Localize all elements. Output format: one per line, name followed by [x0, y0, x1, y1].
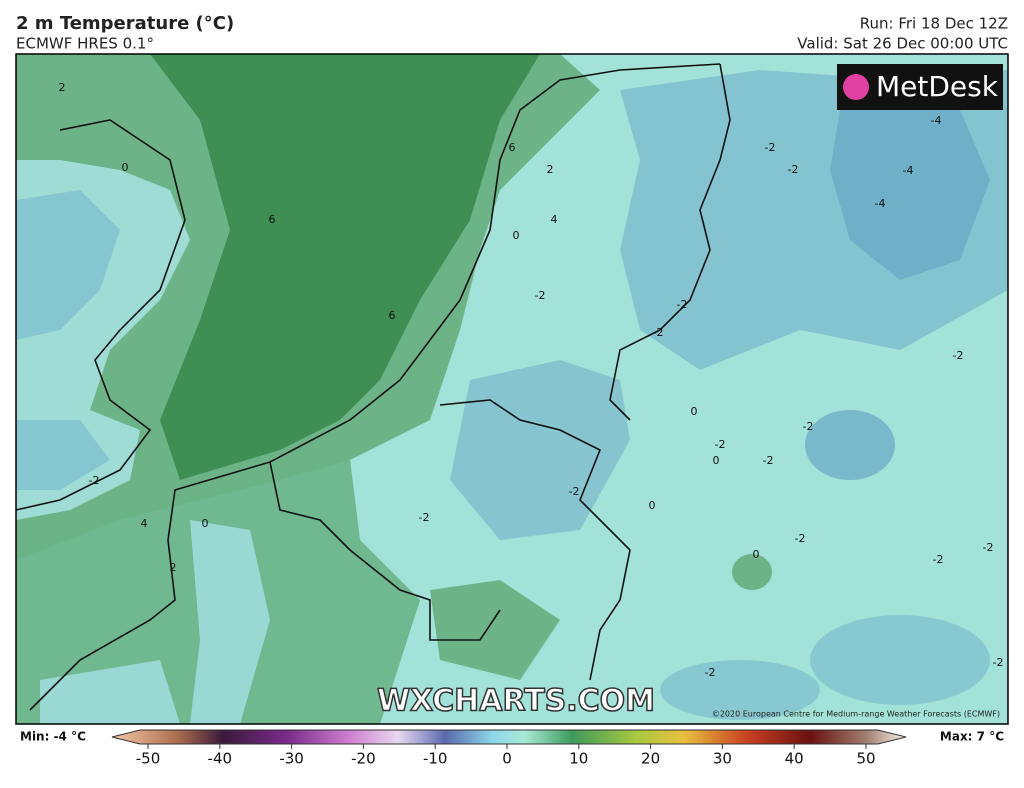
watermark: WXCHARTS.COM	[377, 684, 655, 719]
tick-label: -40	[208, 750, 233, 768]
run-time: Run: Fri 18 Dec 12Z	[860, 15, 1008, 33]
contour-label: -2	[677, 298, 688, 311]
contour-label: 0	[691, 405, 698, 418]
contour-label: -2	[765, 141, 776, 154]
contour-label: -4	[903, 164, 914, 177]
contour-label: -2	[933, 553, 944, 566]
contour-label: -2	[89, 474, 100, 487]
contour-label: -2	[983, 541, 994, 554]
tick-label: -10	[423, 750, 448, 768]
contour-label: -2	[763, 454, 774, 467]
subtitle: ECMWF HRES 0.1°	[16, 35, 154, 53]
title: 2 m Temperature (°C)	[16, 13, 234, 34]
cold-center	[450, 360, 630, 540]
cold-patch	[660, 660, 820, 720]
contour-label: -2	[993, 656, 1004, 669]
contour-label: 6	[269, 213, 276, 226]
contour-label: -2	[535, 289, 546, 302]
logo: MetDesk	[876, 70, 999, 103]
valid-time: Valid: Sat 26 Dec 00:00 UTC	[797, 35, 1008, 53]
logo-icon	[843, 74, 869, 100]
tick-label: 50	[856, 750, 875, 768]
tick-label: 40	[785, 750, 804, 768]
map-frame	[15, 53, 1009, 725]
warm-patch	[732, 554, 772, 590]
contour-label: -2	[705, 666, 716, 679]
contour-label: 0	[753, 548, 760, 561]
contour-label: 4	[141, 517, 148, 530]
contour-label: 6	[389, 309, 396, 322]
tick-label: 10	[569, 750, 588, 768]
contour-label: -2	[569, 485, 580, 498]
colorbar	[111, 729, 907, 745]
copyright: ©2020 European Centre for Medium-range W…	[712, 710, 1000, 719]
uk-cold	[16, 190, 120, 490]
cold-patch	[810, 615, 990, 705]
contour-label: -2	[653, 326, 664, 339]
contour-label: 6	[509, 141, 516, 154]
contour-label: -2	[795, 532, 806, 545]
contour-label: 2	[170, 561, 177, 574]
tick-label: -30	[279, 750, 304, 768]
contour-label: -4	[875, 197, 886, 210]
contour-label: -2	[803, 420, 814, 433]
cool-patch	[40, 520, 270, 724]
contour-label: 0	[649, 499, 656, 512]
cold-core	[830, 110, 990, 280]
contour-label: -2	[788, 163, 799, 176]
tick-label: -20	[351, 750, 376, 768]
contour-labels: 2 0 6 6 2 4 0 -2 6 -2 -2 -2 -2 -4 -4 -4 -2 -2 -2 0 0 -2 -2 4 0 -2…	[59, 81, 1004, 679]
tick-label: 30	[713, 750, 732, 768]
cold-patch	[805, 410, 895, 480]
contour-label: 0	[713, 454, 720, 467]
contour-label: 2	[59, 81, 66, 94]
borders	[16, 63, 731, 711]
contour-label: -2	[715, 438, 726, 451]
tick-label: 20	[641, 750, 660, 768]
max-label: Max: 7 °C	[940, 730, 1004, 744]
contour-label: -4	[931, 114, 942, 127]
contour-label: 0	[202, 517, 209, 530]
contour-label: 4	[551, 213, 558, 226]
contour-label: 2	[547, 163, 554, 176]
min-label: Min: -4 °C	[20, 730, 86, 744]
contour-label: -2	[953, 349, 964, 362]
colorbar-ticks: -50 -40 -30 -20 -10 0 10 20 30 40 50	[136, 744, 876, 768]
tick-label: 0	[502, 750, 512, 768]
contour-label: 0	[122, 161, 129, 174]
tick-label: -50	[136, 750, 161, 768]
contour-label: 0	[513, 229, 520, 242]
map	[16, 54, 1008, 724]
sea-warm	[150, 54, 540, 480]
contour-label: -2	[419, 511, 430, 524]
warm-patch	[430, 580, 560, 680]
